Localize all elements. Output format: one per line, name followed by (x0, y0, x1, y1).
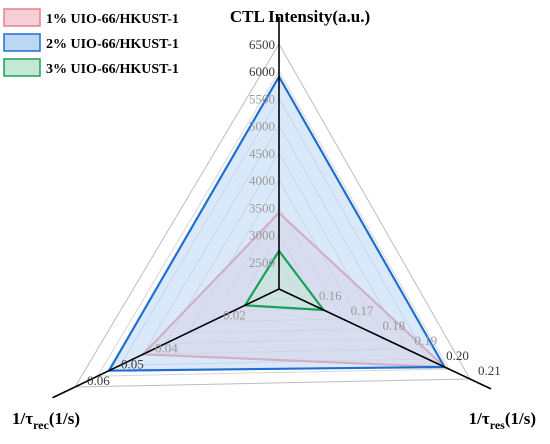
tick-label-res: 0.18 (383, 318, 406, 333)
tick-layer: 2500 3000 3500 4000 4500 5000 5500 6000 6500 0.16… (87, 37, 501, 388)
legend-item-1[interactable]: 1% UIO-66/HKUST-1 (3, 8, 179, 27)
axis-title-res-sub: res (490, 418, 505, 432)
legend-swatch-3 (3, 58, 41, 77)
tick-label-ctl: 4500 (249, 146, 275, 161)
tick-label-ctl: 4000 (249, 173, 275, 188)
grid-ring (74, 43, 471, 388)
tick-label-res: 0.20 (446, 348, 469, 363)
axis-title-res: 1/τres(1/s) (469, 409, 536, 432)
tick-label-rec: 0.02 (223, 308, 246, 323)
axis-title-rec-sub: rec (33, 418, 49, 432)
tick-label-rec: 0.06 (87, 373, 110, 388)
axis-title-ctl: CTL Intensity(a.u.) (230, 7, 370, 26)
axis-title-rec: 1/τrec(1/s) (12, 409, 80, 432)
tick-label-res: 0.16 (319, 288, 342, 303)
legend-swatch-2 (3, 33, 41, 52)
legend-label-3: 3% UIO-66/HKUST-1 (46, 62, 179, 77)
tick-label-rec: 0.04 (155, 340, 178, 355)
axis-layer (52, 17, 492, 399)
tick-label-ctl: 6000 (249, 64, 275, 79)
axis-title-rec-tail: (1/s) (49, 409, 80, 428)
tick-label-res: 0.19 (414, 333, 437, 348)
legend-label-2: 2% UIO-66/HKUST-1 (46, 37, 179, 52)
axis-line-res (278, 288, 492, 390)
legend-item-3[interactable]: 3% UIO-66/HKUST-1 (3, 58, 179, 77)
axis-line-rec (52, 288, 280, 399)
legend-label-1: 1% UIO-66/HKUST-1 (46, 12, 179, 27)
series-polygon-2 (107, 74, 447, 372)
legend-swatch-1 (3, 8, 41, 27)
tick-label-ctl: 3500 (249, 200, 275, 215)
axis-title-res-main: 1/τ (469, 409, 490, 428)
legend: 1% UIO-66/HKUST-1 2% UIO-66/HKUST-1 3% U… (3, 8, 179, 77)
legend-item-2[interactable]: 2% UIO-66/HKUST-1 (3, 33, 179, 52)
tick-label-ctl: 5500 (249, 91, 275, 106)
tick-label-ctl: 2500 (249, 255, 275, 270)
tick-label-ctl: 5000 (249, 119, 275, 134)
tick-label-ctl: 6500 (249, 37, 275, 52)
grid-ring (96, 70, 450, 377)
axis-title-res-tail: (1/s) (505, 409, 536, 428)
axis-title-rec-main: 1/τ (12, 409, 33, 428)
tick-label-res: 0.21 (478, 363, 501, 378)
tick-label-rec: 0.05 (121, 357, 144, 372)
axis-title-layer: CTL Intensity(a.u.) 1/τres(1/s) 1/τrec(1… (12, 7, 536, 432)
tick-label-res: 0.17 (351, 303, 374, 318)
tick-label-ctl: 3000 (249, 228, 275, 243)
